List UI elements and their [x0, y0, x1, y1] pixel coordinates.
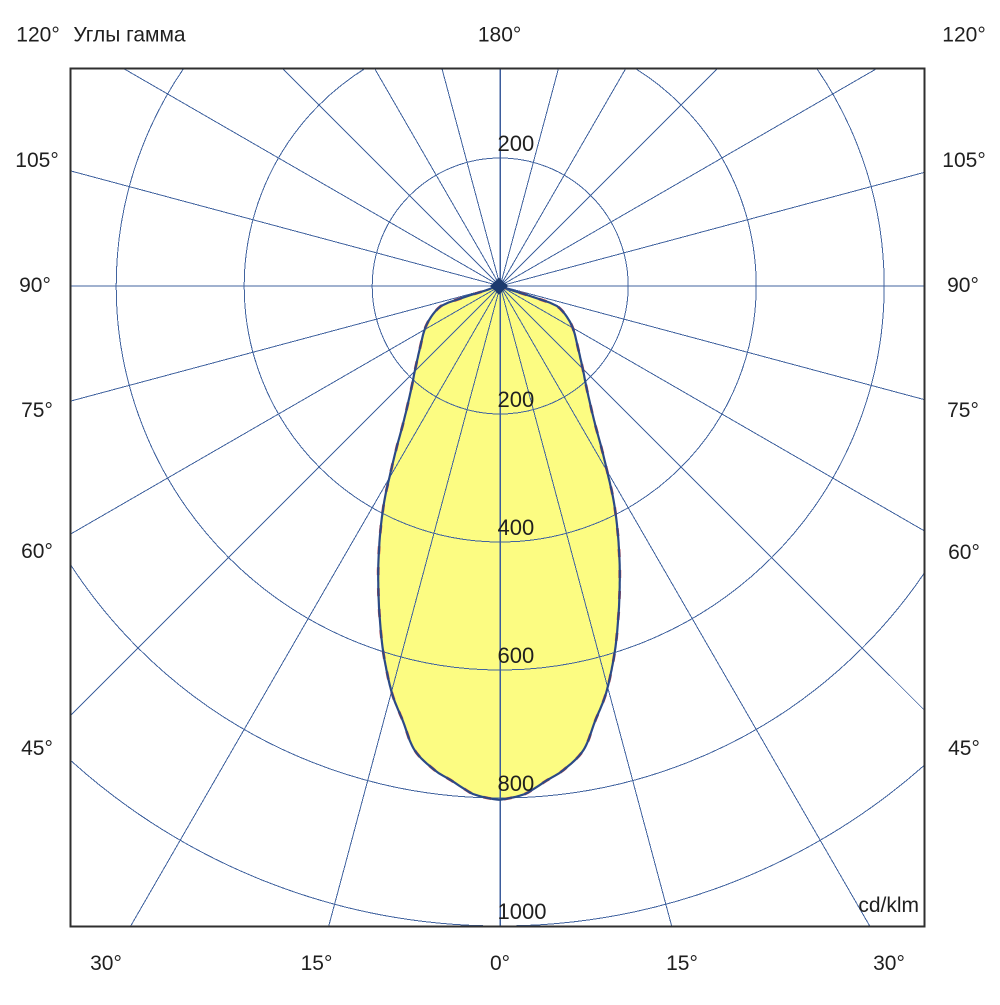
svg-text:75°: 75° — [21, 399, 53, 422]
svg-text:600: 600 — [498, 643, 535, 668]
svg-text:105°: 105° — [15, 149, 58, 172]
svg-text:Углы гамма: Углы гамма — [73, 24, 186, 47]
svg-text:120°: 120° — [16, 24, 59, 47]
svg-text:200: 200 — [498, 387, 535, 412]
svg-text:30°: 30° — [873, 952, 905, 975]
svg-text:60°: 60° — [21, 540, 53, 563]
svg-text:90°: 90° — [19, 274, 51, 297]
svg-text:0°: 0° — [490, 952, 510, 975]
svg-text:cd/klm: cd/klm — [858, 894, 919, 917]
svg-text:1000: 1000 — [498, 899, 547, 924]
svg-text:200: 200 — [498, 131, 535, 156]
svg-text:400: 400 — [498, 515, 535, 540]
svg-text:75°: 75° — [947, 399, 979, 422]
svg-text:60°: 60° — [948, 541, 980, 564]
svg-text:15°: 15° — [666, 952, 698, 975]
svg-text:120°: 120° — [942, 24, 985, 47]
svg-text:45°: 45° — [21, 737, 53, 760]
svg-text:105°: 105° — [942, 149, 985, 172]
svg-text:30°: 30° — [90, 952, 122, 975]
svg-text:90°: 90° — [947, 274, 979, 297]
svg-text:800: 800 — [498, 771, 535, 796]
svg-text:45°: 45° — [948, 737, 980, 760]
svg-text:180°: 180° — [478, 24, 521, 47]
svg-text:15°: 15° — [301, 952, 333, 975]
